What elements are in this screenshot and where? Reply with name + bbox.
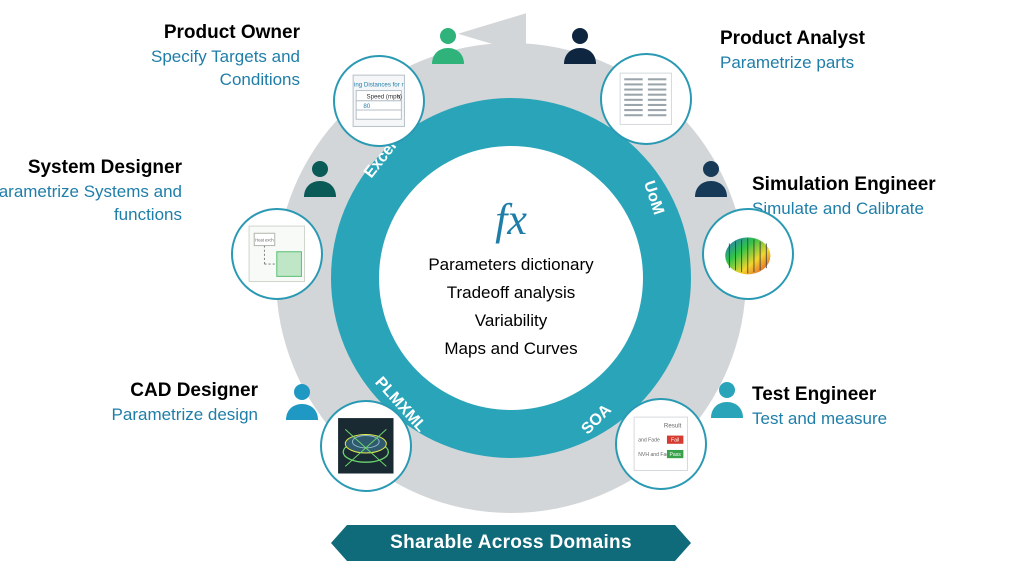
role-title: Product Owner xyxy=(100,20,300,46)
role-text-test-engineer: Test Engineer Test and measure xyxy=(752,382,1002,431)
role-title: Simulation Engineer xyxy=(752,172,1012,198)
svg-text:Result: Result xyxy=(664,423,682,430)
thumb-spreadsheet-icon: ing Distances for r Speed (mph) s 80 xyxy=(348,70,410,132)
diagram-stage: fx Parameters dictionary Tradeoff analys… xyxy=(0,0,1024,582)
center-line-0: Parameters dictionary xyxy=(428,255,593,275)
svg-text:Pass: Pass xyxy=(670,452,682,458)
ring-arrowhead xyxy=(458,12,526,55)
thumb-diagram-icon: Heat exch xyxy=(246,223,308,285)
node-product-owner: ing Distances for r Speed (mph) s 80 xyxy=(333,55,425,147)
banner-text: Sharable Across Domains xyxy=(390,532,632,554)
role-sub: Simulate and Calibrate xyxy=(752,198,1012,221)
role-text-system-designer: System Designer Parametrize Systems and … xyxy=(0,155,182,227)
role-sub: Parametrize parts xyxy=(720,52,970,75)
role-text-cad-designer: CAD Designer Parametrize design xyxy=(88,378,258,427)
role-text-product-analyst: Product Analyst Parametrize parts xyxy=(720,26,970,75)
thumb-passfail-icon: Result and Fade Fail NVH and Fade Pass xyxy=(630,413,692,475)
person-icon-product-owner xyxy=(428,24,468,64)
role-title: Product Analyst xyxy=(720,26,970,52)
role-title: CAD Designer xyxy=(88,378,258,404)
svg-text:Fail: Fail xyxy=(671,438,679,444)
node-test-engineer: Result and Fade Fail NVH and Fade Pass xyxy=(615,398,707,490)
person-icon-simulation-engineer xyxy=(691,157,731,197)
center-line-2: Variability xyxy=(475,311,547,331)
banner: Sharable Across Domains xyxy=(331,525,691,561)
role-title: System Designer xyxy=(0,155,182,181)
role-sub: Parametrize design xyxy=(88,404,258,427)
thumb-sim-icon xyxy=(717,223,779,285)
node-cad-designer xyxy=(320,400,412,492)
thumb-cad-icon xyxy=(335,415,397,477)
person-icon-test-engineer xyxy=(707,378,747,418)
role-sub: Parametrize Systems and functions xyxy=(0,181,182,227)
person-icon-product-analyst xyxy=(560,24,600,64)
thumb-datalist-icon xyxy=(615,68,677,130)
svg-text:ing Distances for r: ing Distances for r xyxy=(354,82,404,89)
svg-text:and Fade: and Fade xyxy=(638,438,660,444)
center-line-3: Maps and Curves xyxy=(444,339,577,359)
role-text-product-owner: Product Owner Specify Targets and Condit… xyxy=(100,20,300,92)
node-product-analyst xyxy=(600,53,692,145)
fx-symbol: fx xyxy=(495,194,527,245)
person-icon-system-designer xyxy=(300,157,340,197)
role-sub: Specify Targets and Conditions xyxy=(100,46,300,92)
role-title: Test Engineer xyxy=(752,382,1002,408)
svg-text:s: s xyxy=(397,94,400,101)
svg-text:Heat exch: Heat exch xyxy=(255,238,274,243)
node-system-designer: Heat exch xyxy=(231,208,323,300)
role-text-simulation-engineer: Simulation Engineer Simulate and Calibra… xyxy=(752,172,1012,221)
person-icon-cad-designer xyxy=(282,380,322,420)
center-line-1: Tradeoff analysis xyxy=(447,283,576,303)
svg-text:80: 80 xyxy=(364,103,371,110)
role-sub: Test and measure xyxy=(752,408,1002,431)
node-simulation-engineer xyxy=(702,208,794,300)
center-circle: fx Parameters dictionary Tradeoff analys… xyxy=(379,146,643,410)
arrowhead-shape xyxy=(458,14,526,55)
